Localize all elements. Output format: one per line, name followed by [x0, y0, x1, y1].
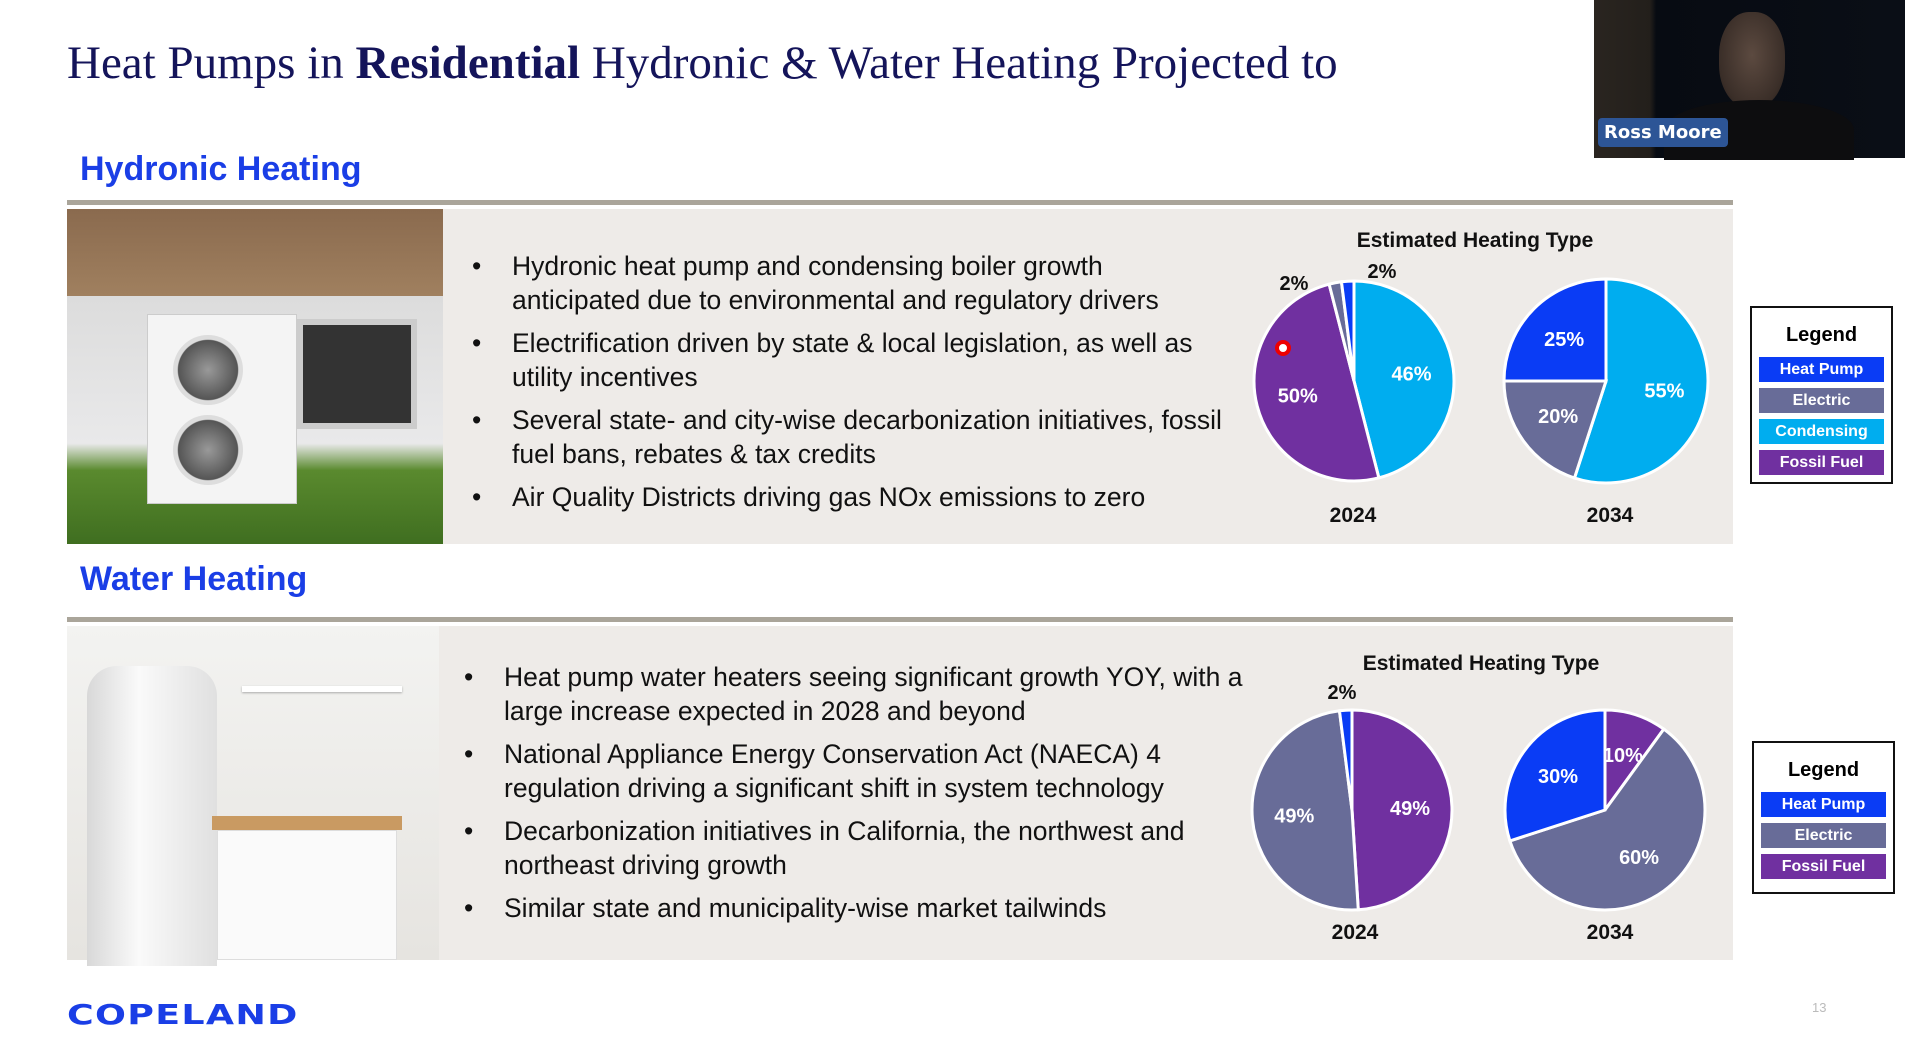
heat-pump-photo: [67, 209, 443, 544]
water-legend: Legend Heat Pump Electric Fossil Fuel: [1752, 741, 1895, 894]
pie-slice-heat-pump: [1502, 277, 1608, 383]
pie-data-label: 60%: [1619, 847, 1659, 869]
page-number: 13: [1812, 1000, 1827, 1015]
divider: [67, 617, 1733, 622]
divider: [67, 200, 1733, 205]
slide-title: Heat Pumps in Residential Hydronic & Wat…: [67, 36, 1338, 90]
pie-slice-heat-pump: [1337, 708, 1354, 811]
legend-item-fossil-fuel: Fossil Fuel: [1759, 450, 1884, 475]
pie-slice-electric: [1502, 379, 1609, 480]
legend-title: Legend: [1787, 759, 1860, 781]
pie-slice-heat-pump: [1339, 279, 1356, 382]
legend-item-electric: Electric: [1761, 823, 1886, 848]
participant-name: Ross Moore: [1598, 118, 1728, 147]
bullet: Air Quality Districts driving gas NOx em…: [472, 480, 1232, 514]
pie-year-label: 2024: [1329, 504, 1377, 527]
section-heading-hydronic: Hydronic Heating: [80, 150, 362, 188]
bullet: Heat pump water heaters seeing significa…: [464, 660, 1284, 728]
pie-data-label: 46%: [1392, 364, 1432, 386]
webcam-video[interactable]: Ross Moore: [1594, 0, 1905, 160]
pie-slice-fossil-fuel: [1252, 282, 1381, 483]
legend-title: Legend: [1785, 324, 1858, 346]
pie-year-label: 2034: [1586, 504, 1634, 527]
pie-data-label: 2%: [1328, 682, 1357, 704]
title-text: Hydronic & Water Heating Projected to: [580, 37, 1338, 89]
bullet: Hydronic heat pump and condensing boiler…: [472, 249, 1232, 317]
pie-data-label: 25%: [1544, 329, 1584, 351]
heat-pump-unit: [147, 314, 297, 504]
hydronic-pie-charts: 46% 50% 2% 2% 55% 20% 25%: [1252, 261, 1710, 485]
copeland-logo: COPELAND: [67, 998, 299, 1031]
hydronic-bullets: Hydronic heat pump and condensing boiler…: [472, 249, 1232, 523]
pie-year-label: 2024: [1331, 921, 1379, 944]
pie-slice-heat-pump: [1503, 708, 1607, 843]
legend-item-fossil-fuel: Fossil Fuel: [1761, 854, 1886, 879]
pie-year-label: 2034: [1586, 921, 1634, 944]
title-text: Heat Pumps in: [67, 37, 356, 89]
title-bold: Residential: [355, 37, 581, 89]
water-panel: Heat pump water heaters seeing significa…: [67, 626, 1733, 966]
pie-data-label: 10%: [1603, 745, 1643, 767]
chart-title: Estimated Heating Type: [1356, 229, 1594, 252]
pie-data-label: 20%: [1538, 406, 1578, 428]
pie-data-label: 49%: [1274, 805, 1314, 827]
legend-item-electric: Electric: [1759, 388, 1884, 413]
water-pie-charts: 49% 49% 2% 10% 60% 30%: [1250, 682, 1707, 912]
bullet: Electrification driven by state & local …: [472, 326, 1232, 394]
participant-face: [1719, 12, 1785, 108]
bullet: National Appliance Energy Conservation A…: [464, 737, 1284, 805]
pie-slice-electric: [1508, 727, 1707, 912]
pie-data-label: 2%: [1368, 261, 1397, 283]
pie-slice-electric: [1250, 709, 1360, 912]
chart-title: Estimated Heating Type: [1362, 652, 1600, 675]
pie-data-label: 49%: [1390, 798, 1430, 820]
bullet: Similar state and municipality-wise mark…: [464, 891, 1284, 925]
water-heater-photo: [67, 626, 439, 966]
hydronic-legend: Legend Heat Pump Electric Condensing Fos…: [1750, 306, 1893, 484]
pie-data-label: 50%: [1278, 385, 1318, 407]
water-bullets: Heat pump water heaters seeing significa…: [464, 660, 1284, 934]
pie-data-label: 2%: [1280, 273, 1309, 295]
bullet: Decarbonization initiatives in Californi…: [464, 814, 1284, 882]
bullet: Several state- and city-wise decarboniza…: [472, 403, 1232, 471]
pie-slice-fossil-fuel: [1350, 708, 1454, 912]
legend-item-condensing: Condensing: [1759, 419, 1884, 444]
pie-slice-condensing: [1352, 279, 1456, 480]
pie-data-label: 30%: [1538, 766, 1578, 788]
water-heater-tank: [87, 666, 217, 966]
pointer-cursor: [1275, 340, 1291, 356]
legend-item-heat-pump: Heat Pump: [1761, 792, 1886, 817]
pie-slice-condensing: [1572, 277, 1710, 485]
section-heading-water: Water Heating: [80, 560, 308, 598]
pie-data-label: 55%: [1644, 380, 1684, 402]
legend-item-heat-pump: Heat Pump: [1759, 357, 1884, 382]
